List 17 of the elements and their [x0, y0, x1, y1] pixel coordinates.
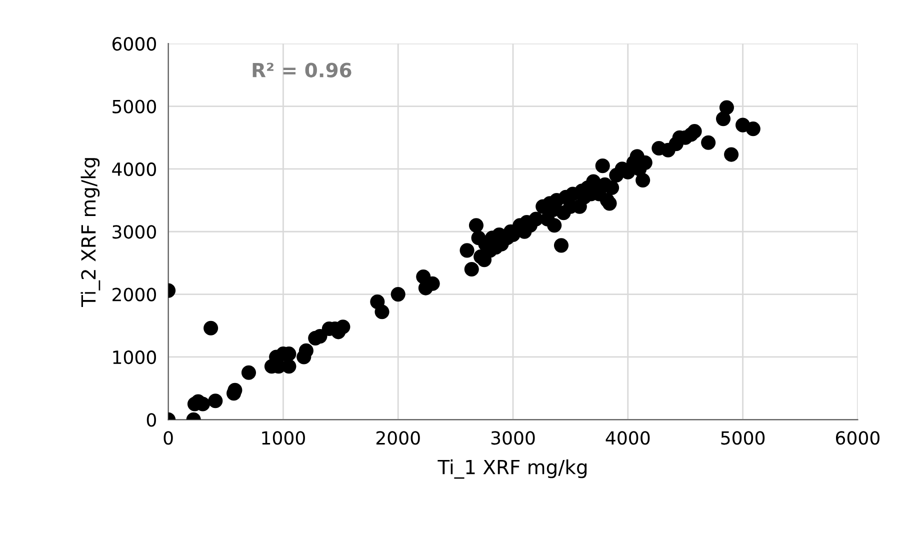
y-tick-label: 3000: [112, 225, 156, 239]
y-tick-label: 1000: [113, 350, 156, 364]
y-tick-label: 0: [146, 413, 156, 427]
y-tick-label: 2000: [112, 288, 156, 302]
x-tick-label: 2000: [376, 431, 420, 445]
x-tick-label: 3000: [491, 431, 535, 445]
x-tick-label: 5000: [721, 431, 765, 445]
y-tick-label: 5000: [112, 100, 156, 114]
annotation: R² = 0.96: [252, 62, 352, 78]
x-axis-title: Ti_1 XRF mg/kg: [438, 459, 587, 479]
x-tick-label: 1000: [262, 431, 305, 445]
x-tick-label: 6000: [836, 431, 880, 445]
x-tick-label: 4000: [606, 431, 650, 445]
y-tick-label: 6000: [112, 37, 156, 51]
x-tick-label: 0: [164, 431, 173, 445]
y-axis-title: Ti_2 XRF mg/kg: [80, 158, 100, 307]
y-tick-label: 4000: [112, 162, 156, 176]
